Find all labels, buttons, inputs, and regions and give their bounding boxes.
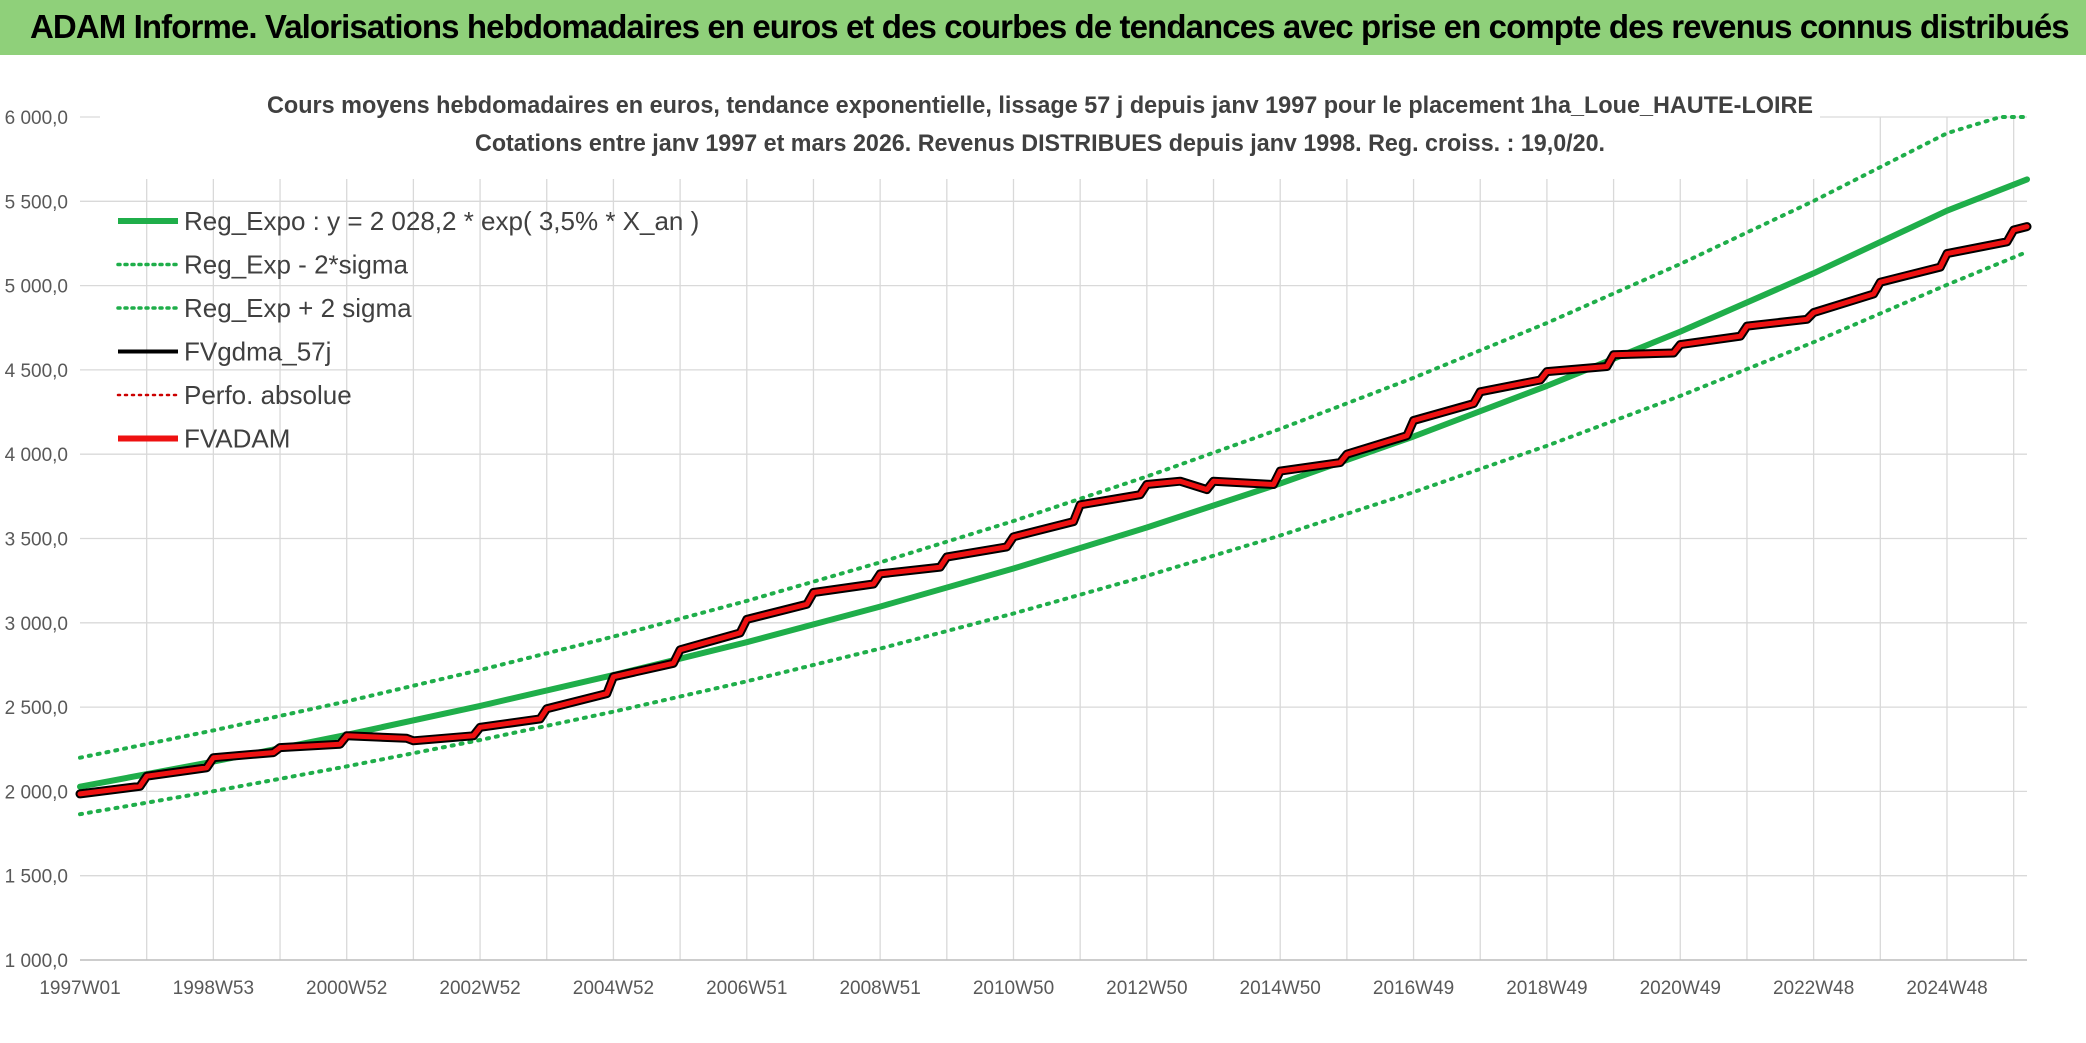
y-tick-label: 2 500,0 — [5, 698, 68, 719]
chart-subtitle: Cotations entre janv 1997 et mars 2026. … — [475, 130, 1605, 157]
report-title: ADAM Informe. Valorisations hebdomadaire… — [30, 8, 2070, 45]
x-tick-label: 2022W48 — [1773, 978, 1854, 999]
x-tick-label: 2006W51 — [706, 978, 787, 999]
chart-title: Cours moyens hebdomadaires en euros, ten… — [267, 92, 1813, 119]
chart-background — [0, 55, 2086, 1038]
legend-label: Reg_Expo : y = 2 028,2 * exp( 3,5% * X_a… — [184, 206, 699, 236]
y-tick-label: 1 000,0 — [5, 951, 68, 972]
series-reg-exp-plus-2sigma — [78, 115, 2029, 760]
y-tick-label: 4 500,0 — [5, 361, 68, 382]
x-axis-ticks: 1997W01 1998W53 2000W52 2002W52 2004W52 2006W… — [39, 978, 1987, 999]
y-tick-label: 4 000,0 — [5, 445, 68, 466]
x-tick-label: 2018W49 — [1506, 978, 1587, 999]
y-axis-ticks: 1 000,0 1 500,0 2 000,0 2 500,0 3 000,0 3 500… — [5, 108, 68, 972]
legend-label: Reg_Exp + 2 sigma — [184, 293, 412, 323]
x-tick-label: 2008W51 — [839, 978, 920, 999]
x-tick-label: 2020W49 — [1640, 978, 1721, 999]
x-tick-label: 2024W48 — [1906, 978, 1987, 999]
x-tick-label: 2004W52 — [573, 978, 654, 999]
y-tick-label: 6 000,0 — [5, 108, 68, 129]
x-tick-label: 2000W52 — [306, 978, 387, 999]
legend-label: FVADAM — [184, 424, 290, 454]
series-fvadam — [77, 224, 2030, 797]
series-reg-exp-minus-2sigma — [78, 249, 2029, 817]
legend-label: Reg_Exp - 2*sigma — [184, 250, 409, 280]
x-tick-label: 2016W49 — [1373, 978, 1454, 999]
x-tick-label: 1997W01 — [39, 978, 120, 999]
legend-label: FVgdma_57j — [184, 337, 331, 367]
y-tick-label: 3 500,0 — [5, 530, 68, 551]
header-banner: ADAM Informe. Valorisations hebdomadaire… — [0, 0, 2086, 55]
line-chart: 1 000,0 1 500,0 2 000,0 2 500,0 3 000,0 3 500… — [0, 55, 2086, 1038]
legend-label: Perfo. absolue — [184, 380, 352, 410]
chart-legend: Reg_Expo : y = 2 028,2 * exp( 3,5% * X_a… — [116, 206, 699, 454]
y-tick-label: 1 500,0 — [5, 867, 68, 888]
y-tick-label: 2 000,0 — [5, 782, 68, 803]
series-reg-expo — [77, 176, 2030, 790]
x-tick-label: 2010W50 — [973, 978, 1054, 999]
series-lines — [75, 115, 2032, 817]
x-tick-label: 2002W52 — [439, 978, 520, 999]
chart-area: 1 000,0 1 500,0 2 000,0 2 500,0 3 000,0 3 500… — [0, 55, 2086, 1038]
x-tick-label: 2014W50 — [1240, 978, 1321, 999]
x-tick-label: 2012W50 — [1106, 978, 1187, 999]
y-tick-label: 3 000,0 — [5, 614, 68, 635]
y-tick-label: 5 500,0 — [5, 192, 68, 213]
title-backdrop — [100, 83, 1820, 179]
y-tick-label: 5 000,0 — [5, 277, 68, 298]
x-tick-label: 1998W53 — [173, 978, 254, 999]
